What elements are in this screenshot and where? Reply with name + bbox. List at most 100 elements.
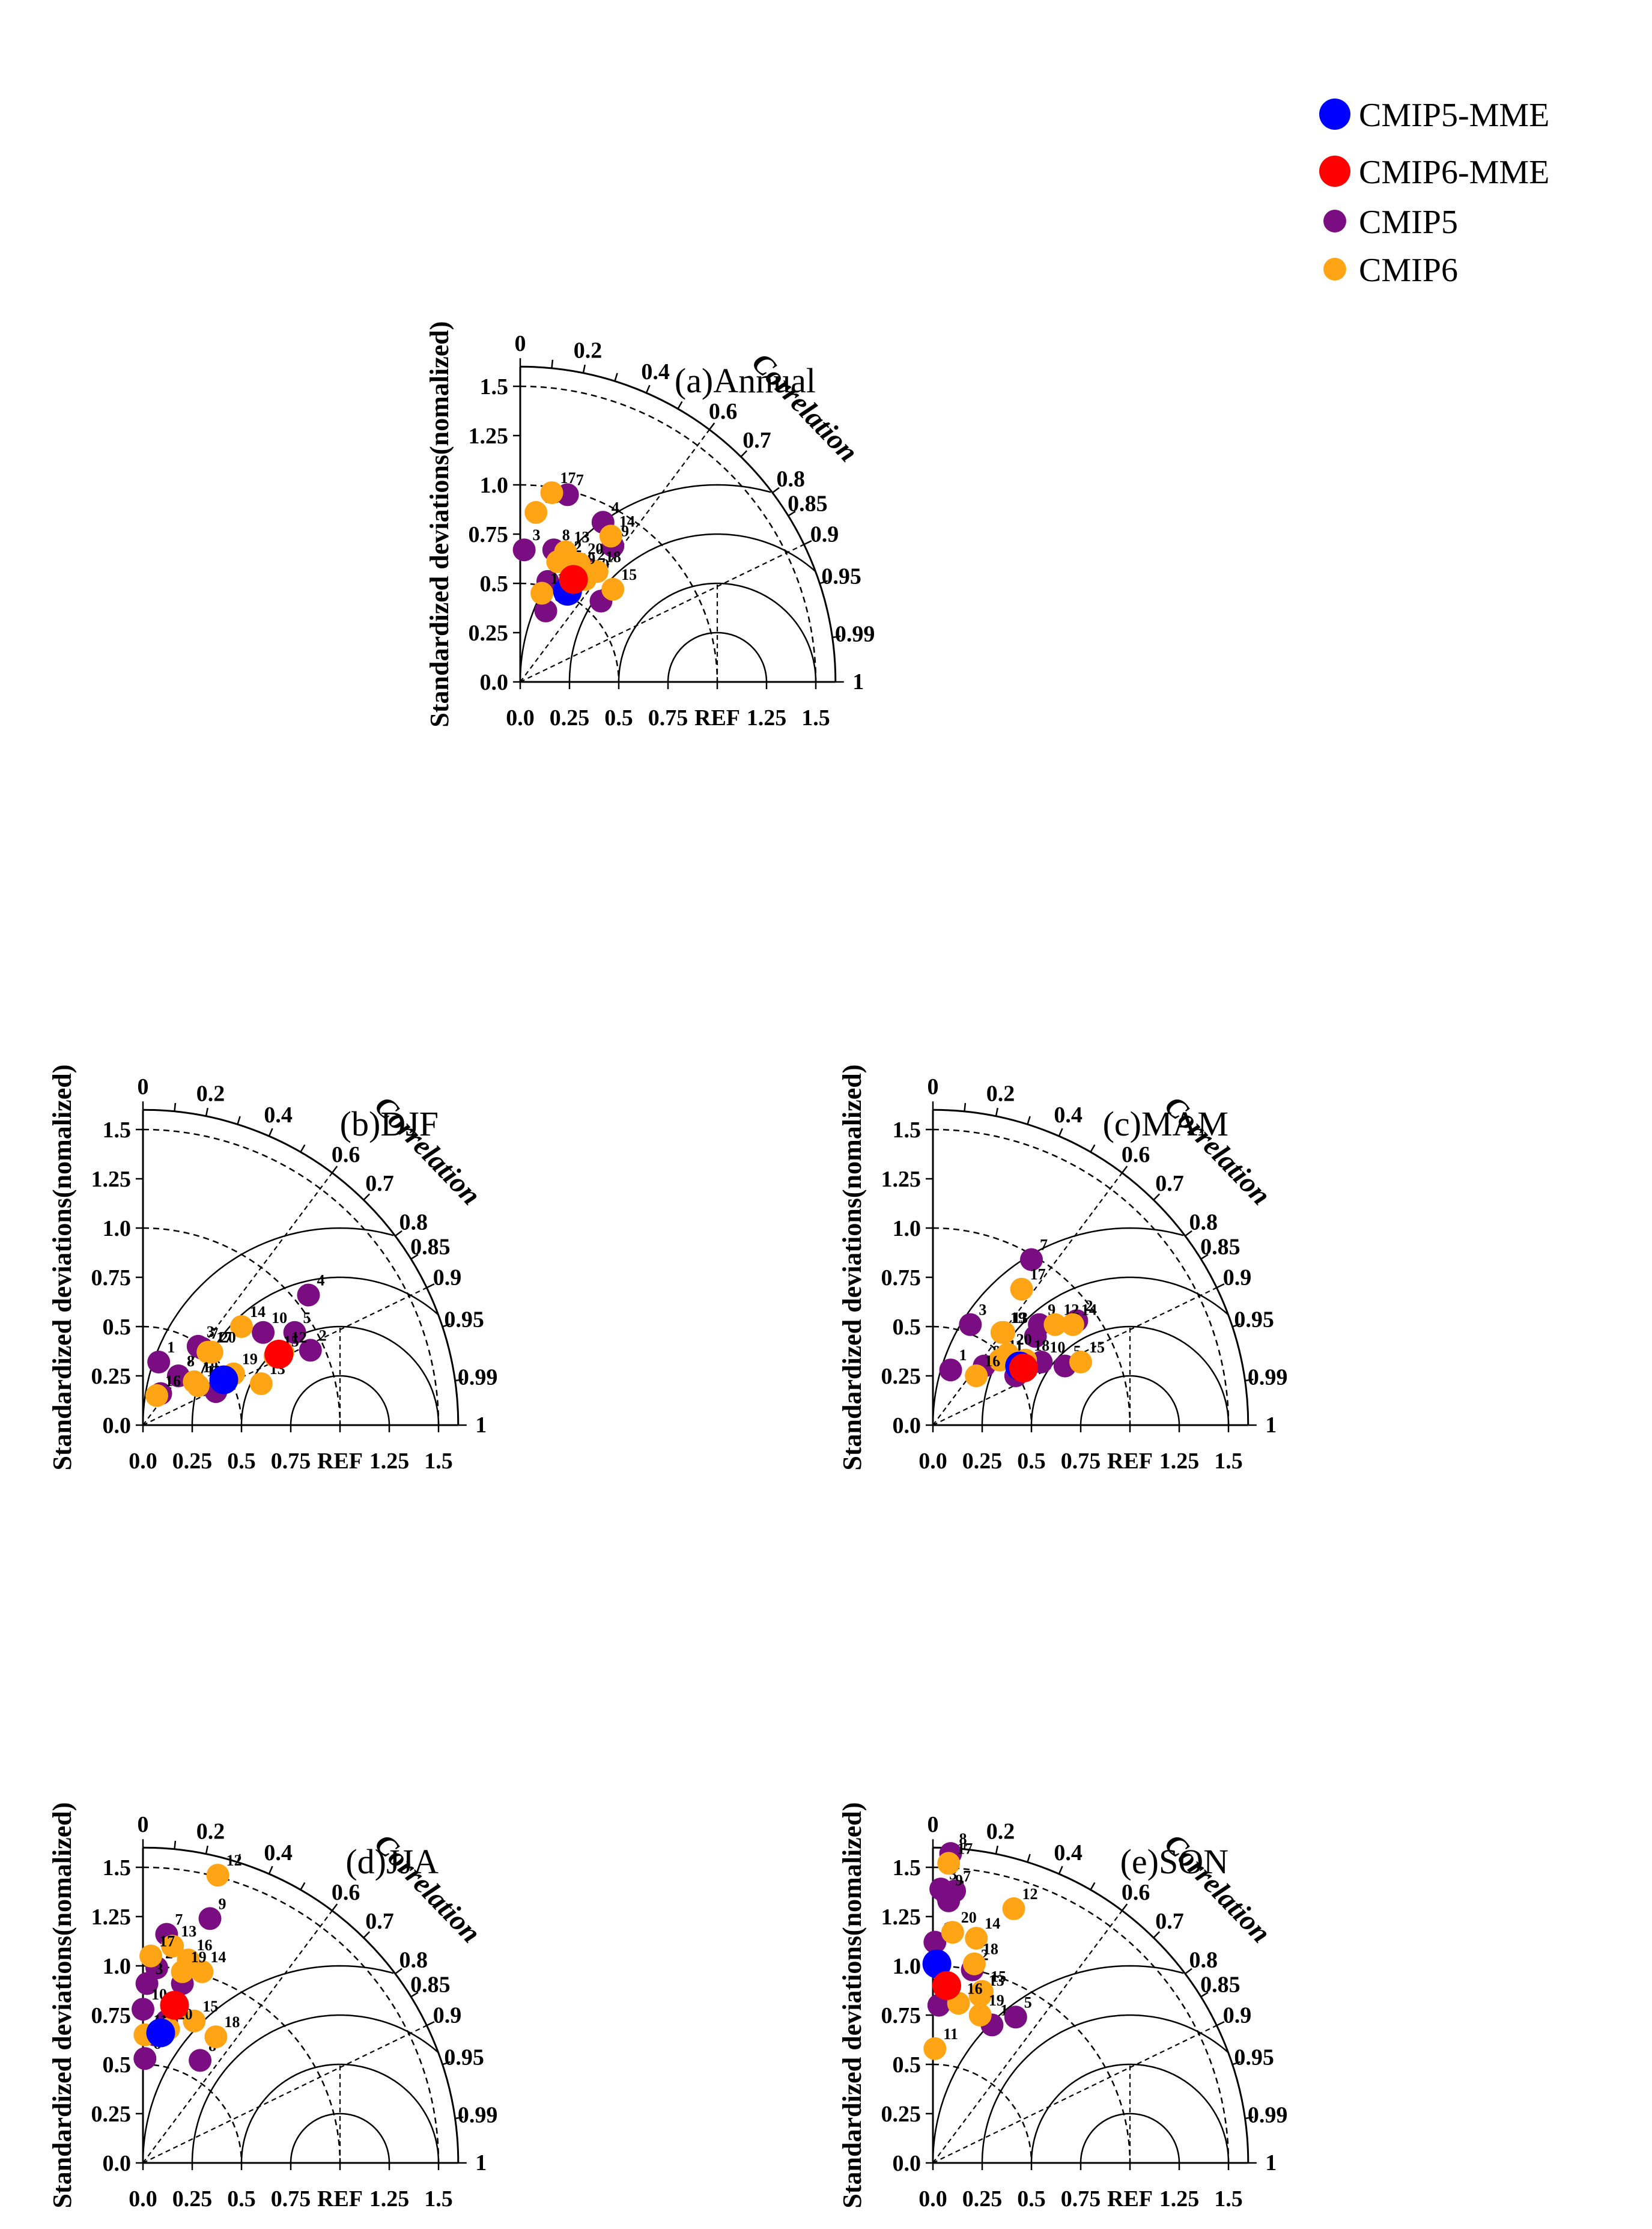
correlation-tick-label: 0.85 (410, 1972, 451, 1998)
model-point-cmip5 (189, 2049, 212, 2072)
legend-marker-cmip5 (1323, 210, 1346, 233)
model-point-label: 19 (1010, 1309, 1026, 1327)
correlation-tick (551, 359, 554, 368)
correlation-tick-label: 0.6 (709, 399, 738, 424)
correlation-tick (205, 1107, 208, 1117)
correlation-tick-label: 0.85 (788, 491, 828, 517)
correlation-tick-label: 0.9 (1223, 1265, 1252, 1291)
model-point-label: 17 (560, 469, 575, 487)
x-tick-label: 0.5 (227, 1449, 256, 1474)
correlation-tick-label: 0.8 (1189, 1209, 1218, 1235)
correlation-tick-label: 0.8 (1189, 1947, 1218, 1972)
correlation-tick (1216, 2021, 1225, 2027)
model-point-cmip5 (923, 1930, 947, 1954)
mme-point-cmip6-mme (932, 1971, 961, 2000)
correlation-ray (520, 544, 804, 683)
y-tick-label: 0.75 (469, 522, 509, 547)
correlation-tick-label: 1 (1265, 2150, 1277, 2176)
legend-label-cmip5-mme: CMIP5-MME (1359, 97, 1549, 134)
model-point-label: 15 (991, 1968, 1006, 1986)
correlation-tick (1200, 1254, 1209, 1260)
x-tick-label: 1.5 (424, 1449, 453, 1474)
correlation-tick-label: 1 (475, 2150, 487, 2176)
model-point-label: 3 (979, 1301, 986, 1319)
correlation-tick-label: 0.95 (1234, 2045, 1274, 2070)
correlation-tick-label: 0.9 (433, 1265, 462, 1291)
legend-label-cmip6: CMIP6 (1359, 252, 1458, 289)
model-point-cmip6 (206, 1864, 229, 1887)
x-tick-label: 0.0 (506, 705, 535, 731)
model-point-cmip5 (534, 599, 557, 622)
rmsd-solid-arc (1080, 1375, 1180, 1425)
correlation-tick (410, 1254, 419, 1260)
model-point-label: 10 (1049, 1339, 1065, 1356)
x-tick-label: 0.25 (962, 1449, 1003, 1474)
model-point-cmip5 (132, 1998, 154, 2021)
correlation-tick (1200, 1992, 1209, 1998)
x-tick-label: 0.5 (1017, 2186, 1046, 2212)
model-point-cmip6 (1002, 1897, 1025, 1920)
correlation-tick-label: 0.99 (1248, 2103, 1288, 2128)
correlation-ray (142, 2025, 427, 2164)
std-dev-dashed-arc (142, 1227, 341, 1426)
correlation-tick (1185, 1230, 1192, 1237)
model-point-label: 18 (1034, 1337, 1049, 1354)
x-tick-label: 1.25 (1159, 1449, 1200, 1474)
correlation-tick (995, 1845, 998, 1855)
model-point-cmip6 (145, 1384, 168, 1407)
x-tick-label: 0.25 (962, 2186, 1003, 2212)
correlation-tick (832, 635, 841, 639)
model-point-cmip6 (971, 1980, 994, 2003)
correlation-tick (819, 580, 828, 585)
mme-point-cmip5-mme (146, 2018, 175, 2048)
correlation-tick-label: 0.8 (399, 1209, 428, 1235)
model-point-cmip6 (937, 1852, 961, 1875)
model-point-label: 16 (967, 1980, 983, 1997)
correlation-tick (395, 1968, 402, 1975)
correlation-tick (205, 1845, 208, 1855)
correlation-tick-label: 0 (928, 1812, 939, 1837)
model-point-label: 3 (207, 1323, 214, 1340)
model-point-cmip5 (1004, 2005, 1027, 2029)
outer-correlation-arc (142, 1846, 460, 2164)
x-tick-label: 1.5 (424, 2186, 453, 2212)
x-tick-label: 0.5 (1017, 1449, 1046, 1474)
model-point-label: 11 (943, 2025, 958, 2043)
legend-marker-cmip5-mme (1319, 99, 1350, 130)
y-tick-label: 0.5 (893, 2052, 922, 2078)
correlation-tick-label: 0.8 (399, 1947, 428, 1972)
model-point-label: 9 (955, 1872, 963, 1889)
y-tick-label: 1.0 (480, 473, 509, 498)
legend: CMIP5-MME CMIP6-MME CMIP5 CMIP6 (1319, 97, 1549, 289)
y-tick-label: 0.75 (91, 2003, 132, 2028)
model-point-cmip6 (139, 1944, 163, 1968)
model-point-label: 2 (319, 1327, 327, 1344)
model-point-label: 14 (1081, 1301, 1097, 1319)
correlation-tick-label: 0.9 (1223, 2003, 1252, 2028)
model-point-label: 13 (1012, 1309, 1028, 1327)
model-point-cmip6 (941, 1921, 964, 1944)
y-tick-label: 0.0 (893, 2151, 922, 2176)
correlation-tick (426, 1283, 435, 1289)
model-point-label: 16 (165, 1372, 181, 1390)
outer-correlation-arc (520, 365, 837, 683)
y-tick-label: 0.5 (480, 571, 509, 597)
model-point-cmip6 (171, 1960, 194, 1983)
model-point-label: 12 (1022, 1885, 1037, 1903)
correlation-tick (1058, 1128, 1063, 1137)
x-tick-label: REF (317, 2186, 363, 2212)
model-point-label: 8 (562, 526, 570, 544)
y-tick-label: 0.75 (881, 2003, 922, 2028)
y-tick-label: 0.25 (881, 1364, 922, 1389)
correlation-tick-label: 1 (852, 669, 864, 695)
x-tick-label: 0.75 (1061, 2186, 1101, 2212)
legend-label-cmip5: CMIP5 (1359, 204, 1458, 241)
rmsd-solid-arc (240, 2063, 440, 2163)
correlation-tick-label: 0 (515, 331, 526, 356)
correlation-tick (582, 364, 586, 374)
y-tick-label: 1.25 (881, 1905, 922, 1930)
model-point-cmip5 (252, 1321, 275, 1344)
rmsd-solid-arc (290, 2112, 390, 2163)
legend-marker-cmip6-mme (1319, 156, 1350, 187)
